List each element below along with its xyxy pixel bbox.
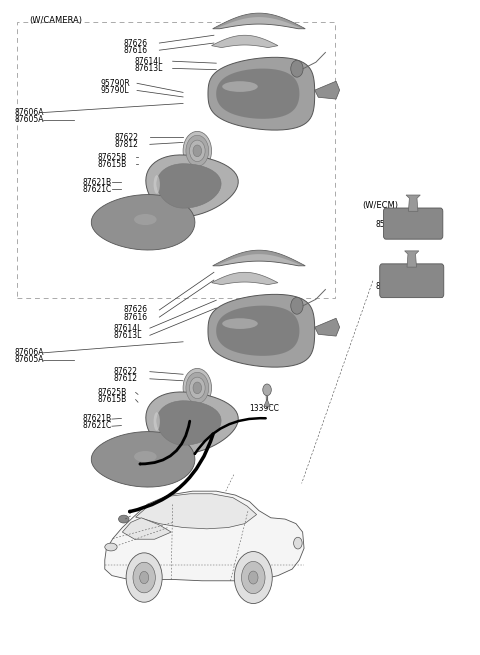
Text: 87614L: 87614L	[135, 57, 163, 66]
Ellipse shape	[222, 81, 258, 92]
Circle shape	[241, 561, 265, 593]
Text: 87613L: 87613L	[135, 64, 163, 73]
Text: 87625B: 87625B	[97, 388, 127, 397]
Polygon shape	[91, 432, 195, 487]
Bar	[17, 22, 335, 298]
Polygon shape	[157, 401, 221, 445]
Polygon shape	[405, 251, 419, 267]
Text: 87606A: 87606A	[14, 108, 44, 117]
Circle shape	[183, 368, 212, 407]
Text: 87621B: 87621B	[83, 414, 112, 423]
Polygon shape	[91, 195, 195, 250]
Polygon shape	[146, 155, 238, 217]
Text: 87615B: 87615B	[97, 160, 127, 169]
Text: 95790R: 95790R	[100, 79, 130, 88]
Text: 87605A: 87605A	[14, 115, 44, 124]
Text: 87622: 87622	[114, 133, 138, 141]
Circle shape	[186, 372, 209, 403]
Circle shape	[291, 60, 303, 77]
Polygon shape	[213, 250, 305, 266]
Polygon shape	[122, 518, 171, 539]
Text: 87621C: 87621C	[83, 185, 112, 194]
Text: 1339CC: 1339CC	[250, 403, 279, 413]
Text: 87606A: 87606A	[14, 348, 44, 358]
Ellipse shape	[134, 451, 156, 462]
Polygon shape	[146, 392, 238, 454]
Polygon shape	[212, 272, 278, 285]
Text: 87622: 87622	[113, 367, 137, 376]
Polygon shape	[105, 491, 304, 581]
Text: 87612: 87612	[113, 374, 137, 383]
Circle shape	[193, 145, 202, 157]
Text: 87625B: 87625B	[97, 153, 127, 162]
Ellipse shape	[154, 175, 160, 194]
Ellipse shape	[119, 515, 129, 523]
Polygon shape	[136, 494, 257, 529]
Ellipse shape	[154, 412, 160, 431]
Circle shape	[140, 571, 149, 584]
Text: (W/CAMERA): (W/CAMERA)	[29, 16, 82, 26]
Polygon shape	[315, 318, 340, 336]
Circle shape	[291, 297, 303, 314]
Text: 87616: 87616	[124, 312, 148, 322]
Polygon shape	[213, 13, 305, 29]
Text: 85101: 85101	[375, 220, 399, 229]
Ellipse shape	[105, 543, 117, 551]
Circle shape	[190, 377, 205, 399]
Polygon shape	[213, 250, 305, 266]
Text: 85101: 85101	[375, 282, 399, 291]
Circle shape	[133, 562, 156, 593]
Text: 87621C: 87621C	[83, 421, 112, 430]
Text: 87626: 87626	[124, 305, 148, 314]
Polygon shape	[157, 164, 221, 208]
Circle shape	[186, 136, 209, 166]
Polygon shape	[212, 35, 278, 48]
Polygon shape	[208, 58, 315, 130]
Polygon shape	[208, 294, 315, 367]
Circle shape	[234, 552, 272, 603]
Text: 95790L: 95790L	[100, 86, 129, 95]
FancyArrowPatch shape	[140, 421, 190, 464]
Ellipse shape	[222, 318, 258, 329]
Text: 87613L: 87613L	[113, 331, 142, 340]
Text: 87621B: 87621B	[83, 178, 112, 187]
Ellipse shape	[134, 214, 156, 225]
FancyBboxPatch shape	[384, 208, 443, 239]
Polygon shape	[406, 195, 420, 212]
Circle shape	[193, 382, 202, 394]
Text: 87605A: 87605A	[14, 356, 44, 364]
Circle shape	[183, 132, 212, 170]
Circle shape	[126, 553, 162, 602]
Polygon shape	[213, 13, 305, 29]
Text: 87615B: 87615B	[97, 395, 127, 404]
Circle shape	[249, 571, 258, 584]
Polygon shape	[216, 306, 300, 356]
Ellipse shape	[294, 537, 302, 549]
FancyArrowPatch shape	[130, 434, 213, 512]
Circle shape	[263, 384, 271, 396]
FancyBboxPatch shape	[380, 264, 444, 297]
Text: (W/ECM): (W/ECM)	[362, 201, 398, 210]
FancyArrowPatch shape	[195, 418, 266, 454]
Text: 87614L: 87614L	[113, 324, 142, 333]
Text: 87626: 87626	[124, 39, 148, 48]
Circle shape	[190, 140, 205, 162]
Text: 87616: 87616	[124, 46, 148, 54]
Polygon shape	[216, 69, 300, 119]
Polygon shape	[315, 81, 340, 99]
Text: 87812: 87812	[114, 140, 138, 149]
